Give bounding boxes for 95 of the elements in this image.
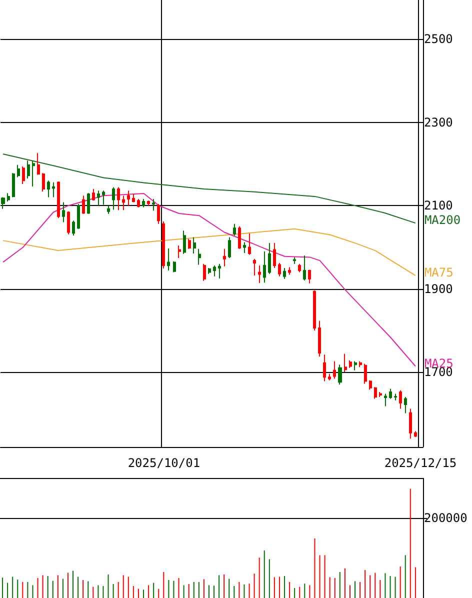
candlestick xyxy=(67,210,70,235)
candlestick xyxy=(359,360,362,368)
candlestick xyxy=(278,262,281,277)
candlestick xyxy=(87,192,90,214)
candlestick xyxy=(167,248,170,272)
candlestick xyxy=(288,266,291,276)
series-label: MA200 xyxy=(424,213,461,228)
x-tick-label: 2025/12/15 xyxy=(384,456,457,470)
candlestick xyxy=(253,258,256,276)
y-tick-label: 1900 xyxy=(424,282,453,296)
candlestick xyxy=(32,160,35,187)
candlestick xyxy=(97,190,100,206)
candlestick xyxy=(107,205,110,214)
candlestick xyxy=(258,265,261,284)
candlestick xyxy=(273,242,276,269)
candlestick xyxy=(178,245,181,259)
candlestick xyxy=(354,360,357,371)
candlestick xyxy=(338,364,342,386)
candlestick xyxy=(7,192,10,202)
candlestick xyxy=(173,260,176,273)
candlestick xyxy=(293,256,296,264)
candlestick xyxy=(208,268,211,274)
line-series xyxy=(2,228,416,276)
candlestick xyxy=(233,223,236,236)
candlestick xyxy=(82,195,85,214)
candlestick xyxy=(218,263,221,279)
y-tick-label: 2500 xyxy=(424,32,453,46)
y-tick-label: 2300 xyxy=(424,115,453,130)
candlestick xyxy=(198,248,201,266)
candlestick xyxy=(313,290,316,331)
candlestick xyxy=(263,250,266,284)
candlestick xyxy=(268,242,271,274)
candlestick xyxy=(308,269,311,284)
candlestick xyxy=(333,360,336,380)
candlestick xyxy=(228,236,231,259)
candlestick xyxy=(238,226,241,250)
candlestick xyxy=(127,190,130,206)
x-tick-label: 2025/10/01 xyxy=(128,456,200,470)
candlestick xyxy=(389,388,392,400)
candlestick xyxy=(142,198,145,208)
candlestick xyxy=(399,390,402,410)
candlestick xyxy=(328,373,331,381)
candlestick xyxy=(183,230,186,254)
candlestick xyxy=(137,198,140,208)
candlestick xyxy=(298,263,301,273)
candlestick xyxy=(27,160,30,180)
candlestick xyxy=(152,198,155,212)
candlestick xyxy=(203,263,206,282)
line-series xyxy=(2,153,416,224)
y-tick-label: 200000 xyxy=(424,511,468,525)
candlestick xyxy=(162,220,165,269)
candlestick xyxy=(42,172,45,192)
candlestick xyxy=(384,393,387,407)
candlestick xyxy=(369,380,372,390)
candlestick xyxy=(374,386,377,400)
candlestick xyxy=(394,393,397,401)
candlestick xyxy=(213,265,216,277)
candlestick xyxy=(117,186,120,211)
candlestick xyxy=(318,320,321,358)
candlestick xyxy=(112,186,115,210)
candlestick xyxy=(52,182,55,198)
candlestick xyxy=(349,360,352,368)
candlestick xyxy=(1,196,5,210)
candlestick xyxy=(379,392,382,398)
candlestick xyxy=(12,172,15,198)
line-series xyxy=(2,193,416,367)
candlestick xyxy=(188,238,191,250)
candlestick xyxy=(414,430,417,438)
candlestick xyxy=(77,203,80,230)
candlestick xyxy=(72,220,75,236)
candlestick xyxy=(37,152,40,176)
candlestick xyxy=(248,232,251,256)
candlestick xyxy=(102,190,105,206)
candlestick xyxy=(323,354,326,382)
candlestick xyxy=(223,248,226,267)
y-tick-label: 2100 xyxy=(424,198,453,213)
candlestick xyxy=(17,164,20,178)
candlestick xyxy=(122,195,125,211)
candlestick xyxy=(193,236,196,254)
candlestick xyxy=(344,353,347,373)
candlestick xyxy=(157,203,160,224)
candlestick xyxy=(57,180,60,219)
candlestick xyxy=(92,188,95,202)
candlestick xyxy=(303,255,306,282)
series-label: MA75 xyxy=(424,266,454,280)
candlestick xyxy=(364,363,367,384)
candlestick xyxy=(404,396,407,414)
candlestick xyxy=(243,242,246,254)
candlestick xyxy=(409,408,412,440)
candlestick xyxy=(62,202,65,223)
candlestick xyxy=(47,180,50,198)
candlestick xyxy=(132,193,135,203)
candlestick xyxy=(147,200,150,206)
candlestick xyxy=(22,166,25,184)
candlestick xyxy=(283,268,286,280)
